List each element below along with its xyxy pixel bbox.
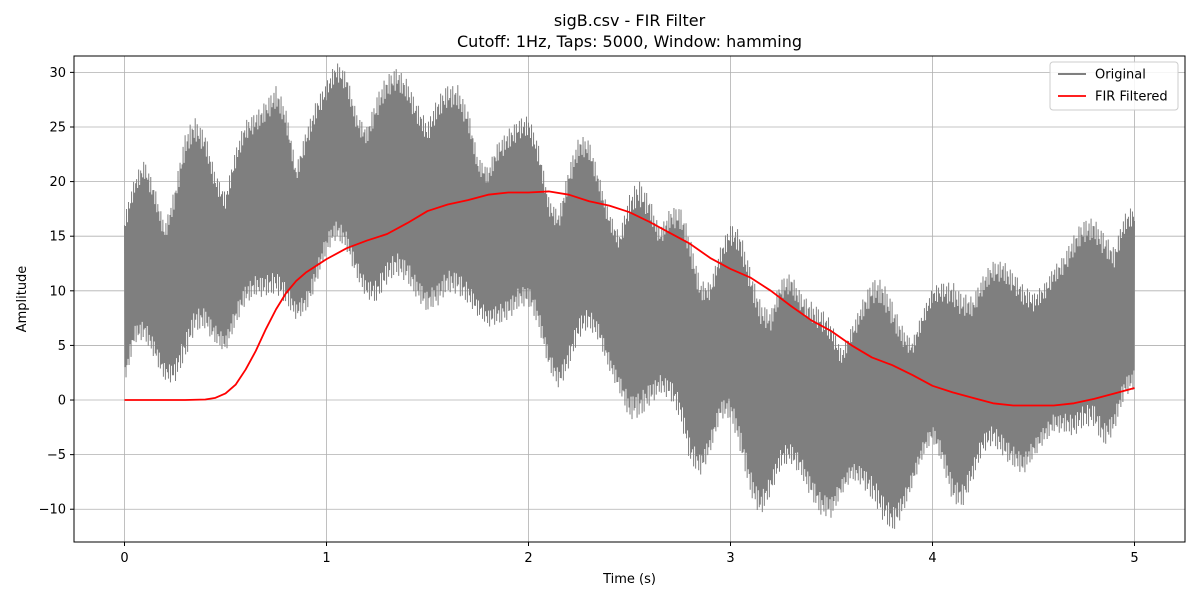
chart-title: sigB.csv - FIR Filter [554, 11, 706, 30]
legend-label: FIR Filtered [1095, 90, 1168, 105]
y-tick-label: 20 [49, 175, 66, 190]
y-tick-label: 30 [49, 66, 66, 81]
legend: Original FIR Filtered [1049, 61, 1179, 111]
x-tick-label: 3 [726, 551, 734, 566]
y-tick-label: 25 [49, 120, 66, 135]
axes-frame [73, 55, 1186, 543]
x-tick-label: 2 [524, 551, 532, 566]
x-axis-label: Time (s) [602, 572, 656, 587]
x-tick-label: 5 [1130, 551, 1138, 566]
y-tick-label: 15 [49, 230, 66, 245]
chart-subtitle: Cutoff: 1Hz, Taps: 5000, Window: hamming [457, 32, 802, 51]
series-original-line [124, 63, 1135, 529]
y-tick-label: −10 [39, 503, 66, 518]
plot-area [124, 63, 1135, 529]
x-tick-label: 0 [120, 551, 128, 566]
y-tick-label: −5 [47, 448, 66, 463]
y-tick-label: 0 [58, 394, 66, 409]
y-tick-label: 10 [49, 284, 66, 299]
y-axis-label: Amplitude [15, 266, 30, 333]
axis-ticks: 0 1 2 3 4 5 −10 −5 0 5 10 15 20 25 30 [39, 66, 1139, 566]
y-tick-label: 5 [58, 339, 66, 354]
series-fir-filtered-line [124, 190, 1135, 407]
x-tick-label: 4 [928, 551, 936, 566]
x-tick-label: 1 [322, 551, 330, 566]
legend-label: Original [1095, 68, 1146, 83]
